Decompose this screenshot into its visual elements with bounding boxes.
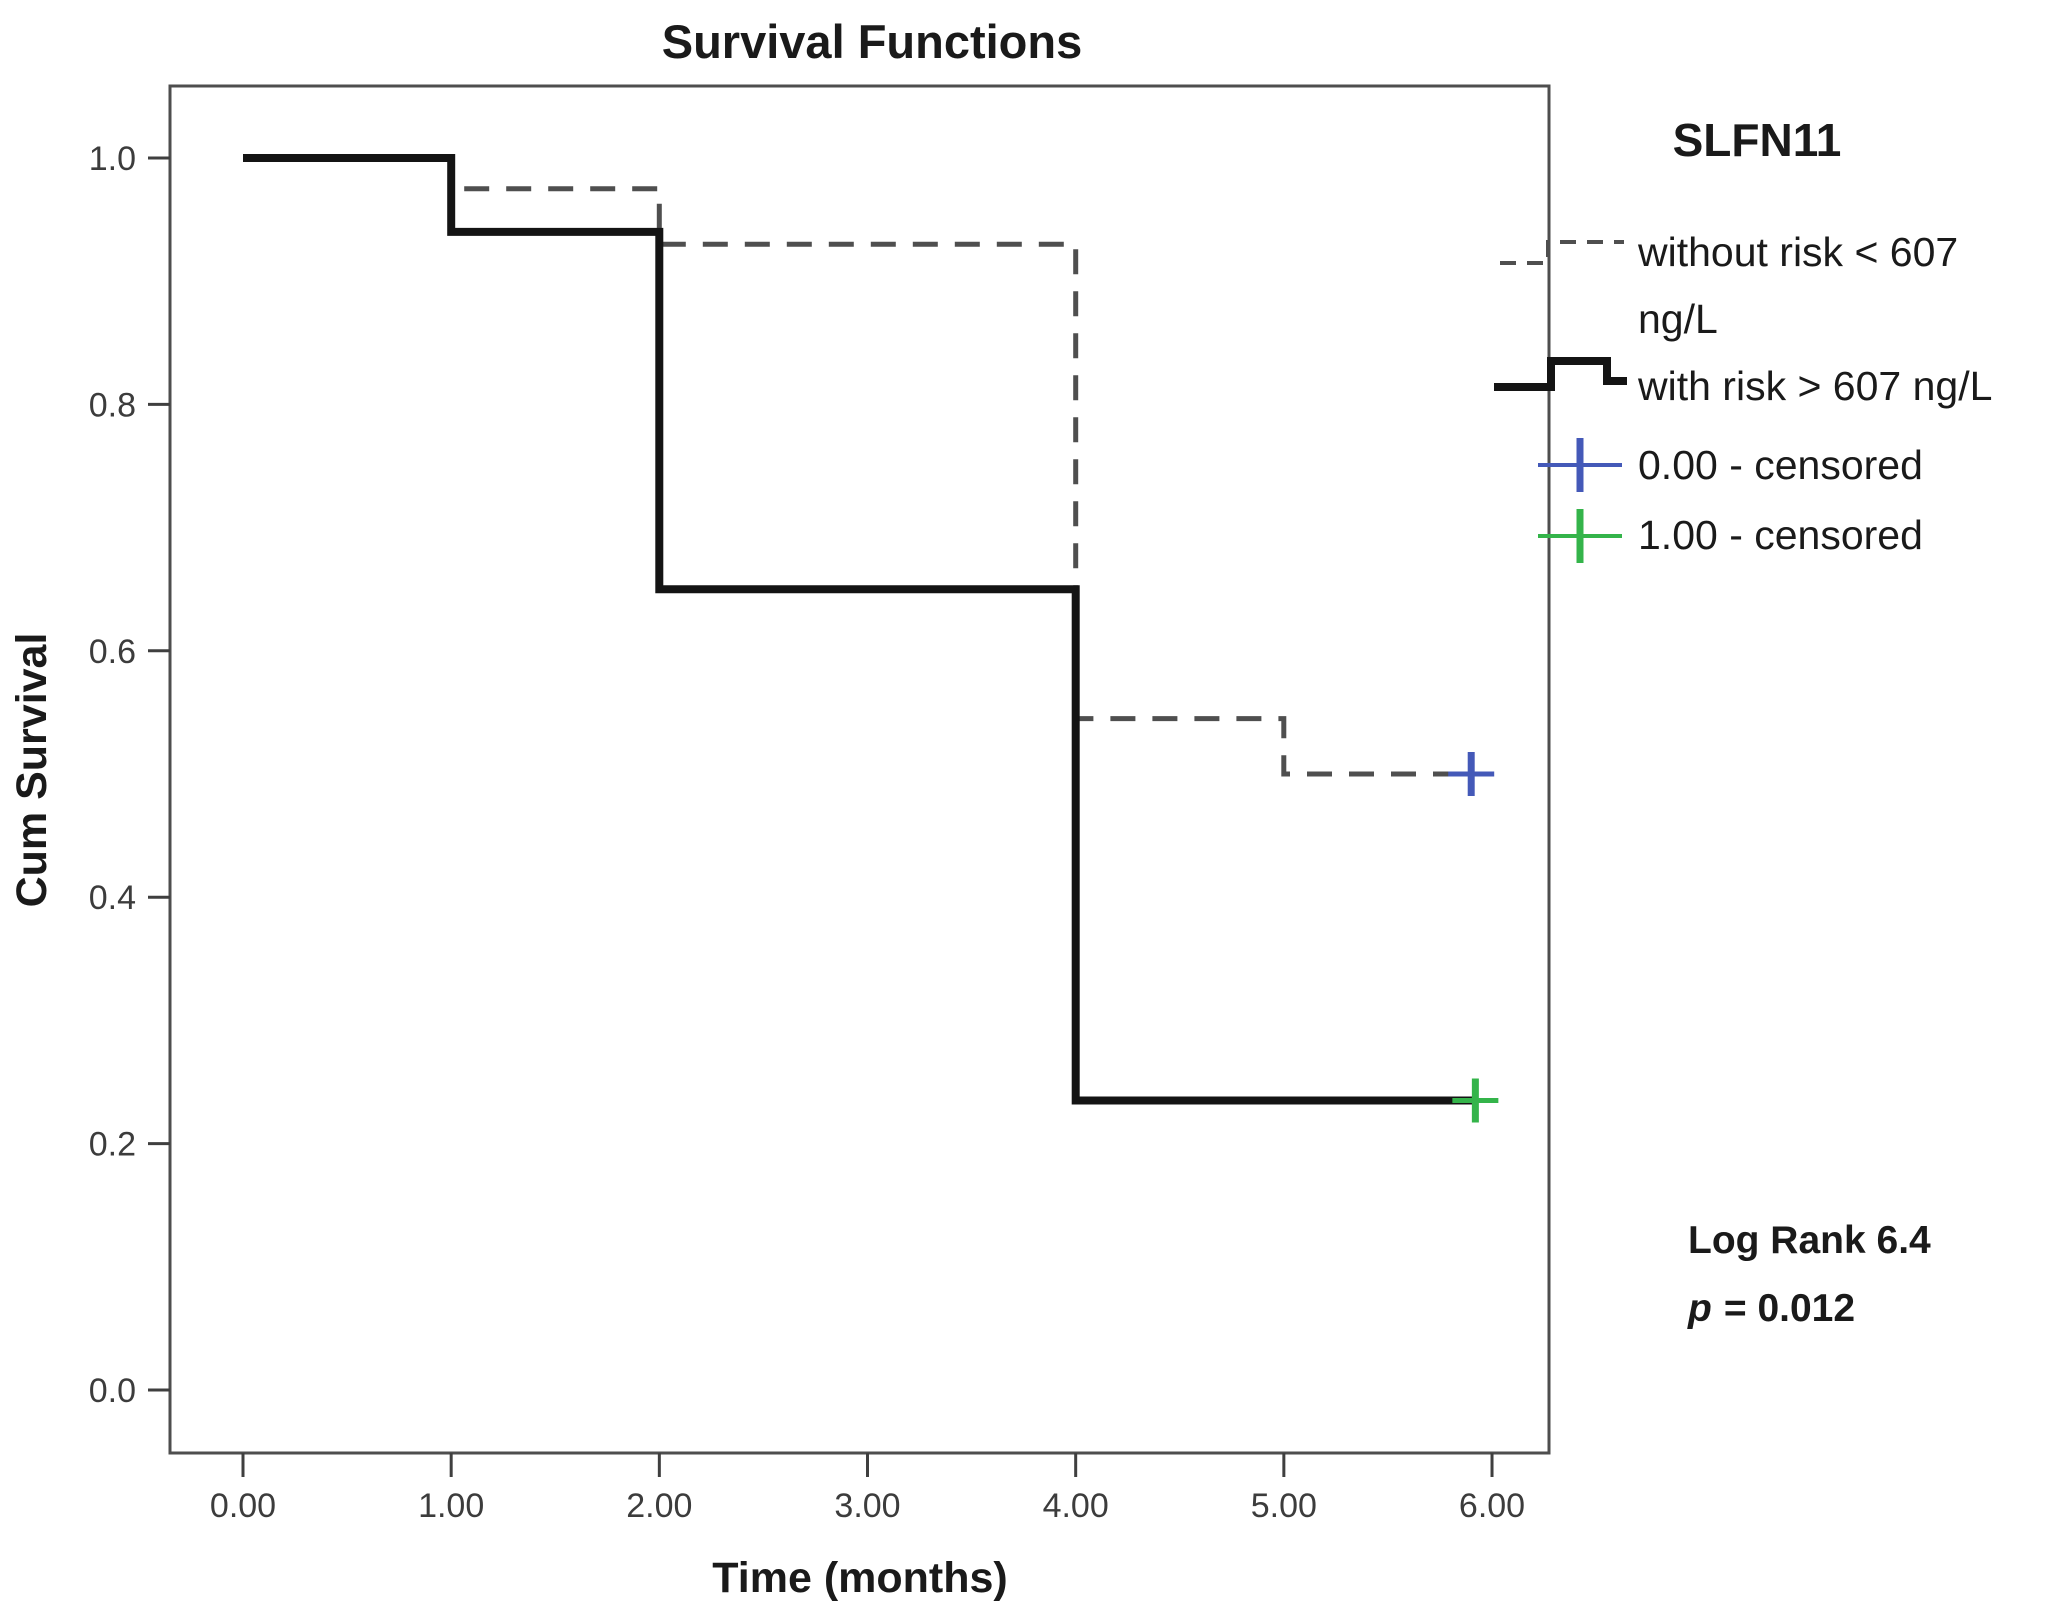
x-tick-label: 5.00: [1251, 1487, 1317, 1525]
x-tick-label: 1.00: [418, 1487, 484, 1525]
axis-ticks: 0.00 1.00 2.00 3.00 4.00 5.00 6.00 1.0 0.8 0.6 0.4…: [89, 140, 1525, 1525]
legend-item-without-risk-line1: without risk < 607: [1637, 229, 1958, 275]
p-value: p = 0.012: [1687, 1287, 1855, 1330]
survival-curves: [243, 154, 1499, 1123]
legend-key-censored-0-plus-icon: [1538, 438, 1622, 492]
y-axis-title: Cum Survival: [8, 633, 56, 908]
legend-item-censored-0: 0.00 - censored: [1638, 442, 1923, 488]
x-axis-title: Time (months): [712, 1554, 1007, 1602]
chart-title: Survival Functions: [662, 15, 1082, 68]
y-tick-label: 0.0: [89, 1372, 136, 1410]
y-tick-label: 0.4: [89, 879, 136, 917]
x-tick-label: 4.00: [1043, 1487, 1109, 1525]
legend-key-censored-1-plus-icon: [1538, 509, 1622, 563]
x-tick-label: 2.00: [626, 1487, 692, 1525]
legend-item-with-risk: with risk > 607 ng/L: [1637, 363, 1992, 409]
y-tick-label: 0.2: [89, 1126, 136, 1164]
logrank-value: Log Rank 6.4: [1688, 1219, 1931, 1262]
logrank-annotation: Log Rank 6.4 p = 0.012: [1687, 1219, 1931, 1330]
x-tick-label: 0.00: [210, 1487, 276, 1525]
x-tick-label: 3.00: [834, 1487, 900, 1525]
y-tick-label: 1.0: [89, 140, 136, 178]
y-tick-label: 0.8: [89, 386, 136, 424]
legend-item-censored-1: 1.00 - censored: [1638, 512, 1923, 558]
plot-area-border: [168, 84, 1551, 1455]
legend-title: SLFN11: [1673, 114, 1842, 166]
legend-key-solid-line-icon: [1494, 357, 1627, 391]
legend-key-dashed-line-icon: [1500, 240, 1624, 265]
x-tick-label: 6.00: [1459, 1487, 1525, 1525]
series-line-1: [243, 154, 1476, 1105]
y-tick-label: 0.6: [89, 633, 136, 671]
legend: SLFN11 without risk < 607 ng/L with risk…: [1494, 114, 1992, 563]
legend-item-without-risk-line2: ng/L: [1638, 296, 1718, 342]
